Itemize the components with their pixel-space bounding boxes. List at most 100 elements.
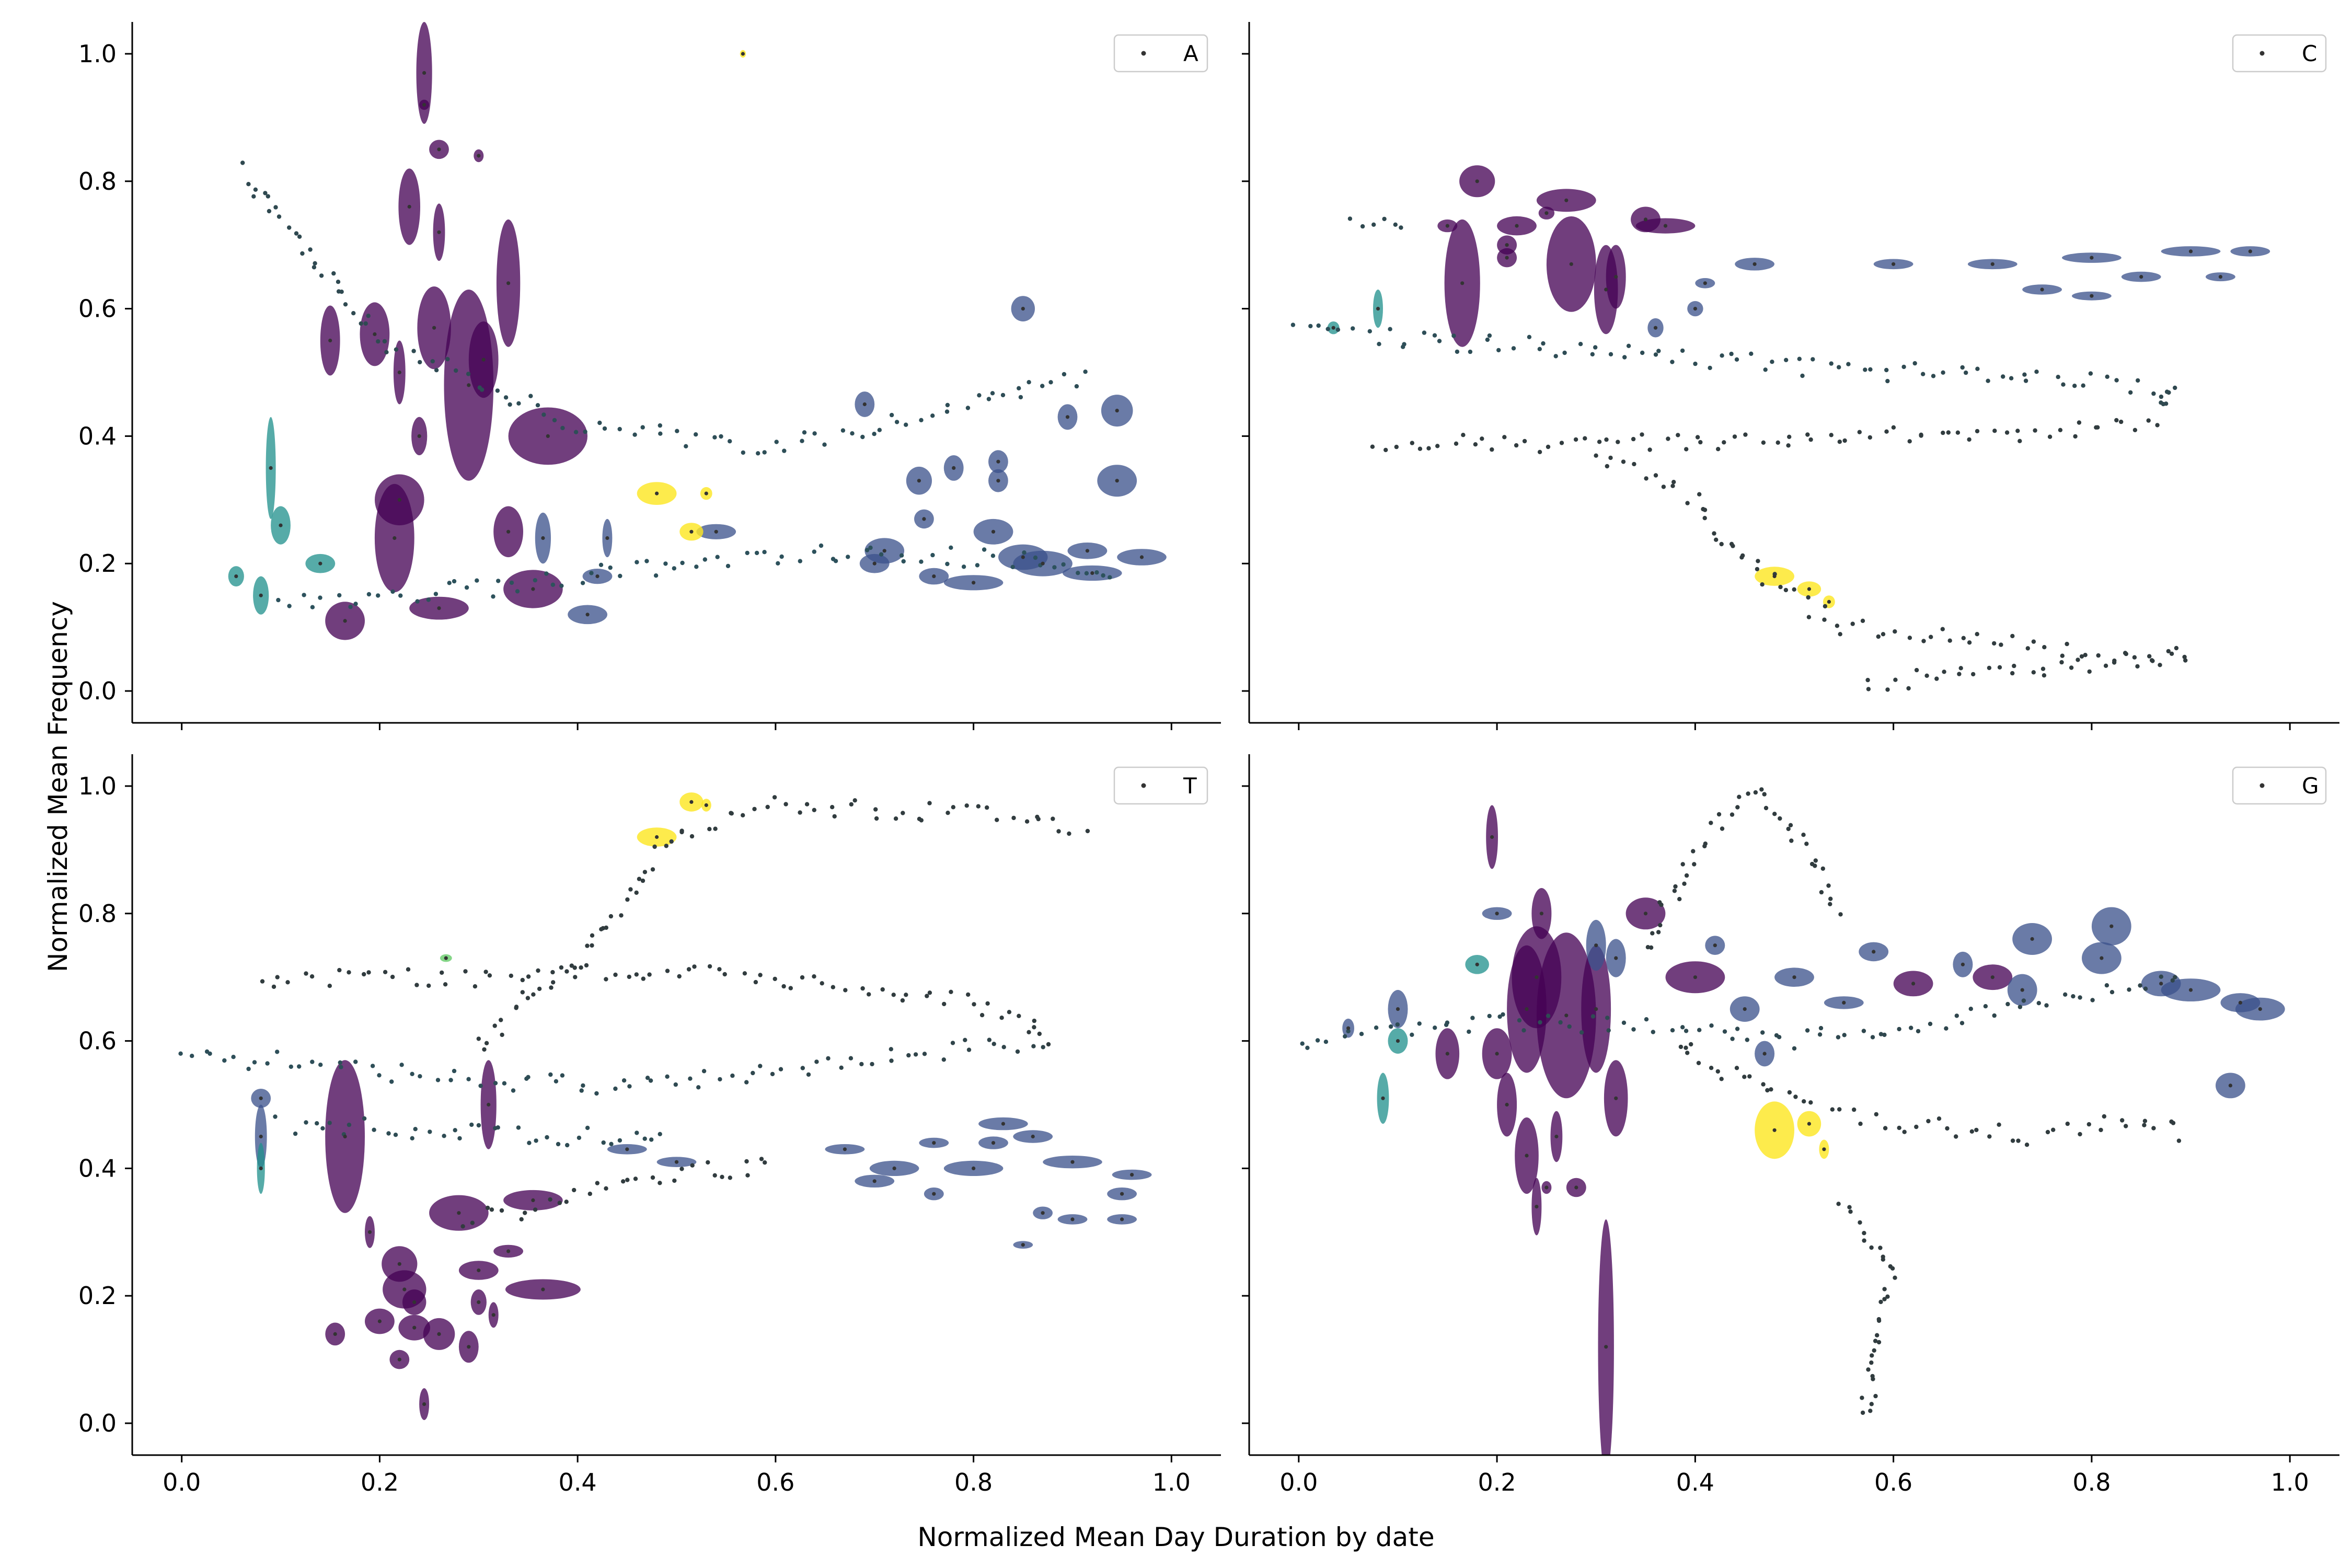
x-tick-label: 0.0	[163, 1468, 201, 1496]
data-point	[1958, 666, 1963, 671]
data-point	[1371, 222, 1376, 227]
data-point	[798, 559, 803, 563]
data-point	[511, 1088, 516, 1093]
data-point	[310, 605, 315, 609]
data-point	[1359, 1032, 1364, 1036]
data-point	[499, 1018, 503, 1022]
data-point	[830, 805, 835, 810]
data-point	[269, 466, 273, 470]
data-point	[655, 491, 659, 495]
data-point	[919, 418, 924, 422]
data-point	[263, 191, 268, 195]
data-point	[673, 1082, 678, 1087]
data-point	[466, 1077, 471, 1081]
data-point	[893, 816, 898, 821]
data-point	[246, 1066, 251, 1071]
data-point	[337, 967, 342, 973]
data-point	[327, 1121, 332, 1125]
data-point	[1475, 962, 1479, 966]
data-point	[602, 426, 607, 431]
data-point	[1722, 1029, 1727, 1034]
data-point	[2079, 654, 2084, 659]
data-point	[1090, 571, 1094, 575]
data-point	[275, 975, 280, 979]
data-point	[2012, 663, 2016, 668]
data-point	[533, 578, 537, 583]
data-point	[1942, 670, 1946, 674]
data-point	[966, 992, 971, 997]
data-point	[1535, 1205, 1539, 1209]
x-axis-label: Normalized Mean Day Duration by date	[917, 1522, 1434, 1552]
data-point	[492, 1023, 497, 1028]
data-point	[889, 1058, 894, 1063]
data-point	[870, 1062, 874, 1067]
data-point	[1719, 541, 1724, 547]
data-point	[390, 589, 395, 594]
data-point	[1621, 1020, 1627, 1025]
data-point	[872, 1179, 877, 1183]
data-point	[1376, 307, 1380, 311]
data-point	[1872, 1348, 1876, 1353]
data-point	[618, 573, 622, 579]
data-point	[889, 1047, 894, 1052]
data-point	[457, 1211, 461, 1215]
data-point	[1671, 480, 1676, 485]
data-point	[601, 1140, 606, 1145]
data-point	[932, 574, 936, 579]
data-point	[376, 339, 381, 344]
data-point	[2086, 1122, 2091, 1127]
data-point	[1746, 791, 1750, 796]
data-point	[338, 1060, 342, 1065]
data-point	[1875, 1333, 1880, 1338]
legend-box	[1113, 766, 1208, 805]
data-point	[950, 1041, 955, 1045]
data-point	[1911, 982, 1916, 986]
data-point	[454, 368, 458, 373]
data-point	[1954, 1013, 1959, 1018]
data-point	[689, 800, 694, 804]
data-point	[222, 1058, 227, 1063]
data-point	[477, 154, 481, 158]
data-point	[1084, 571, 1089, 576]
data-point	[1897, 1027, 1901, 1032]
data-point	[1689, 1042, 1693, 1047]
data-point	[613, 972, 618, 977]
data-point	[872, 561, 877, 566]
data-point	[663, 561, 668, 566]
data-point	[489, 1207, 494, 1212]
data-point	[1763, 367, 1768, 372]
data-point	[2142, 1123, 2147, 1127]
data-point	[1015, 1049, 1020, 1054]
y-tick-label: 0.2	[78, 549, 117, 578]
data-point	[728, 1175, 733, 1180]
data-point	[996, 459, 1000, 464]
data-point	[1018, 395, 1023, 400]
data-point	[445, 356, 450, 362]
data-point	[644, 559, 649, 563]
data-point	[758, 1064, 763, 1068]
data-point	[2042, 645, 2047, 650]
data-point	[1893, 629, 1897, 634]
data-point	[894, 420, 900, 424]
data-point	[1010, 564, 1015, 570]
data-point	[763, 1160, 767, 1165]
data-point	[2081, 383, 2085, 388]
data-point	[677, 974, 682, 979]
data-point	[2033, 428, 2037, 433]
data-point	[1562, 350, 1567, 355]
data-point	[1756, 559, 1760, 563]
data-point	[1893, 677, 1898, 682]
data-point	[840, 428, 846, 433]
data-point	[279, 523, 283, 527]
data-point	[503, 395, 509, 400]
data-point	[1027, 1030, 1031, 1035]
data-point	[491, 594, 495, 599]
y-tick-label: 0.4	[78, 1154, 117, 1182]
data-point	[460, 1224, 465, 1229]
data-point	[377, 1073, 382, 1078]
data-point	[397, 1357, 401, 1362]
data-point	[744, 1159, 749, 1164]
data-point	[1866, 687, 1871, 691]
data-point	[1867, 435, 1872, 440]
data-point	[559, 965, 564, 970]
